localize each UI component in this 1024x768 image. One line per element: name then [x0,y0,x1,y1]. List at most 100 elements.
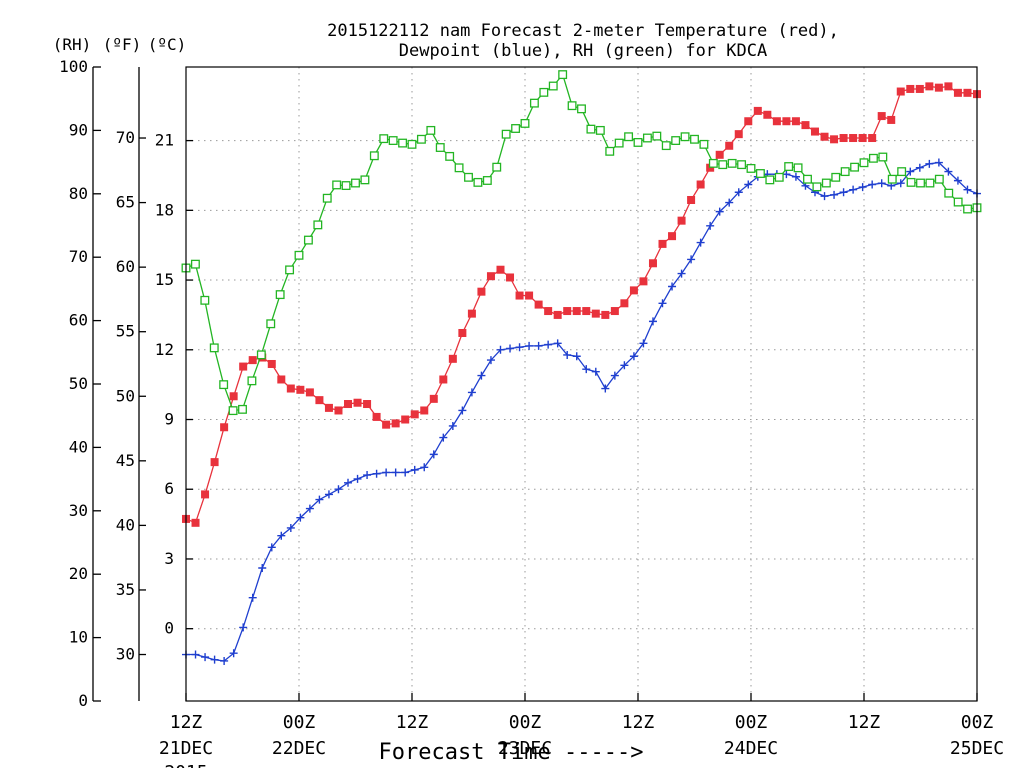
dewpoint-point [258,564,267,573]
dewpoint-point [563,350,572,359]
celsius-tick-label: 9 [164,410,174,429]
dewpoint-point [229,649,238,658]
temperature-point [515,291,524,300]
rh-point [642,133,652,143]
temperature-point [391,419,400,428]
dewpoint-point [277,531,286,540]
rh-point [209,343,219,353]
temperature-point [553,310,562,319]
rh-point [501,129,511,139]
dewpoint-point [668,282,677,291]
rh-tick-label: 20 [69,564,88,583]
dewpoint-point [210,655,219,664]
fahrenheit-tick-label: 55 [116,322,135,341]
dewpoint-point [582,365,591,374]
rh-point [812,182,822,192]
series-markers-temp [182,82,981,527]
temperature-point [506,273,515,282]
dewpoint-point [382,468,391,477]
temperature-point [591,309,600,318]
temperature-point [382,420,391,429]
rh-point [351,178,360,188]
dewpoint-point [315,495,324,504]
dewpoint-point [477,371,486,380]
rh-unit-label: (RH) [53,35,92,54]
dewpoint-point [658,299,667,308]
temperature-point [782,117,791,126]
temperature-point [725,141,734,150]
rh-point [953,197,963,207]
temperature-point [344,400,353,409]
grid-layer [185,67,978,701]
temperature-point [953,88,962,97]
rh-point [341,181,351,191]
dewpoint-point [620,361,629,370]
rh-point [473,177,483,187]
rh-point [793,163,803,173]
temperature-point [334,406,343,415]
temperature-point [610,307,619,316]
dewpoint-point [896,179,905,188]
dewpoint-point [715,207,724,216]
celsius-tick-label: 3 [164,549,174,568]
temperature-point [458,328,467,337]
dewpoint-point [191,650,200,659]
dewpoint-point [648,317,657,326]
fahrenheit-tick-label: 35 [116,580,135,599]
fahrenheit-tick-label: 65 [116,193,135,212]
rh-point [539,87,549,97]
temperature-point [563,307,572,316]
rh-point [680,132,690,142]
dewpoint-point [868,180,877,189]
dewpoint-point [858,183,867,192]
temperature-point [734,130,743,139]
temperature-point [744,117,753,126]
rh-point [426,125,436,135]
temperature-point [296,385,305,394]
celsius-tick-label: 21 [155,131,174,150]
dewpoint-point [687,255,696,264]
x-tick-hour-label: 00Z [509,712,542,733]
temperature-point [410,410,419,419]
temperature-point [810,127,819,136]
rh-point [831,172,841,182]
rh-point [238,404,247,414]
temperature-point [305,388,314,397]
rh-point [435,143,445,152]
rh-point [219,380,229,390]
temperature-point [896,87,905,96]
temperature-point [620,299,629,308]
temperature-point [629,286,638,295]
dewpoint-point [429,450,438,459]
rh-point [567,101,577,111]
rh-point [332,180,342,190]
rh-point [737,160,747,170]
rh-point [850,162,860,172]
temperature-point [496,265,505,274]
temperature-point [639,277,648,286]
celsius-tick-label: 15 [155,270,174,289]
fahrenheit-tick-label: 60 [116,257,135,276]
dewpoint-point [534,341,543,350]
rh-point [558,70,568,80]
rh-point [840,167,850,177]
dewpoint-point [706,221,715,230]
rh-tick-label: 30 [69,501,88,520]
dewpoint-point [915,163,924,172]
temperature-point [429,394,438,403]
temperature-point [210,458,219,467]
x-tick-day-label: 21DEC [159,738,213,759]
dewpoint-point [734,188,743,197]
temperature-point [229,392,238,401]
dewpoint-point [496,345,505,354]
dewpoint-point [572,352,581,361]
x-tick-day-label: 25DEC [950,738,1004,759]
temperature-point [525,291,534,300]
rh-point [803,174,812,184]
temperature-point [791,117,800,126]
temperature-point [324,403,333,412]
temperature-point [753,106,762,115]
dewpoint-point [744,180,753,189]
temperature-point [868,134,877,143]
